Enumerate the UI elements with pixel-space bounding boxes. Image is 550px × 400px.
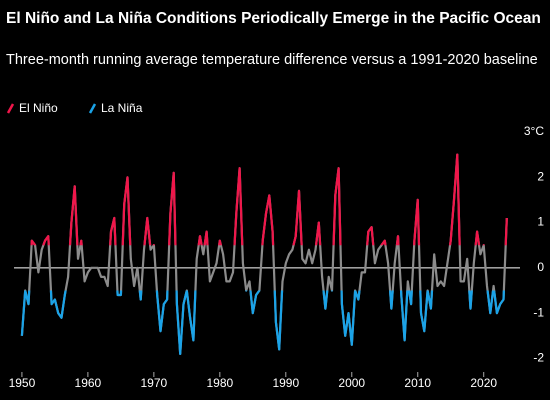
oni-line-0 xyxy=(30,153,508,246)
legend-swatch xyxy=(88,103,97,114)
chart-title: El Niño and La Niña Conditions Periodica… xyxy=(6,10,541,27)
x-tick-label: 1950 xyxy=(9,376,36,390)
y-tick-label: 2 xyxy=(537,169,544,183)
x-tick-label: 2000 xyxy=(338,376,365,390)
text-line: El Niño and La Niña Conditions Periodica… xyxy=(6,10,541,27)
y-tick-label: -1 xyxy=(533,305,544,319)
x-tick-label: 1990 xyxy=(272,376,299,390)
x-tick-label: 1960 xyxy=(75,376,102,390)
x-tick-label: 2020 xyxy=(470,376,497,390)
chart-subtitle: Three-month running average temperature … xyxy=(6,52,538,68)
x-tick-label: 2010 xyxy=(404,376,431,390)
legend-label: El Niño xyxy=(19,101,58,115)
text-line: Three-month running average temperature … xyxy=(6,52,538,68)
y-tick-label: 0 xyxy=(537,260,544,274)
y-tick-label: -2 xyxy=(533,351,544,365)
oni-line xyxy=(20,153,508,355)
legend-label: La Niña xyxy=(101,101,143,115)
x-tick-label: 1980 xyxy=(206,376,233,390)
y-tick-label: 3°C xyxy=(524,124,544,138)
y-tick-label: 1 xyxy=(537,215,544,229)
x-tick-label: 1970 xyxy=(141,376,168,390)
oni-line-1 xyxy=(20,290,505,355)
legend-swatch xyxy=(6,103,15,114)
